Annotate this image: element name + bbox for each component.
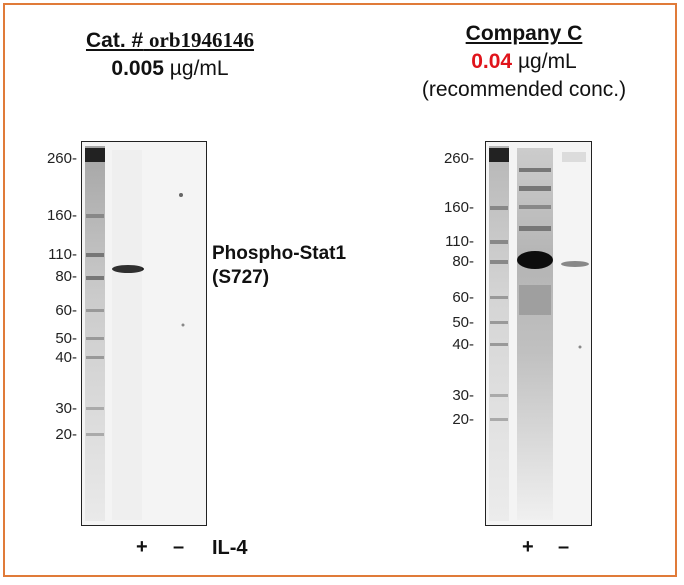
- right-mw-110: 110-: [445, 233, 474, 250]
- right-plus-main-band: [517, 251, 553, 269]
- left-title: Cat. # orb1946146: [40, 26, 300, 55]
- right-mw-260: 260-: [443, 150, 474, 167]
- left-ladder-band: [86, 337, 104, 340]
- right-ladder-band-top: [489, 148, 509, 162]
- right-title: Company C: [465, 22, 583, 45]
- right-minus-top: [562, 152, 586, 162]
- right-concentration: 0.04 µg/mL: [384, 48, 664, 76]
- left-ladder-band: [86, 433, 104, 436]
- target-line-2: (S727): [212, 267, 270, 288]
- left-ladder-band: [86, 214, 104, 218]
- right-plus-band: [519, 186, 551, 191]
- right-mw-40: 40-: [452, 336, 474, 353]
- right-ladder-band: [490, 343, 508, 346]
- left-mw-20: 20-: [55, 426, 77, 443]
- right-mw-20: 20-: [452, 411, 474, 428]
- left-mw-110: 110-: [48, 246, 77, 263]
- treatment-label: IL-4: [212, 537, 248, 559]
- left-lane-minus: –: [173, 536, 185, 558]
- left-ladder-band: [86, 276, 104, 280]
- right-header: Company C 0.04 µg/mL (recommended conc.): [384, 20, 664, 104]
- left-mw-80: 80-: [55, 268, 77, 285]
- right-mw-60: 60-: [452, 289, 474, 306]
- left-header: Cat. # orb1946146 0.005 µg/mL: [40, 26, 300, 83]
- right-conc-unit: µg/mL: [517, 50, 577, 73]
- right-plus-band: [519, 168, 551, 172]
- left-conc-value: 0.005: [111, 57, 164, 80]
- right-plus-band: [519, 205, 551, 209]
- left-mw-160: 160-: [46, 207, 77, 224]
- right-mw-80: 80-: [452, 253, 474, 270]
- left-ladder-band: [86, 356, 104, 359]
- speck: [179, 193, 183, 197]
- right-plus-smear: [517, 148, 553, 520]
- left-mw-40: 40-: [55, 349, 77, 366]
- right-mw-50: 50-: [452, 314, 474, 331]
- left-ladder-band: [86, 309, 104, 312]
- right-ladder-band: [490, 296, 508, 299]
- left-conc-unit: µg/mL: [169, 57, 229, 80]
- left-mw-50: 50-: [55, 330, 77, 347]
- right-note: (recommended conc.): [421, 78, 627, 101]
- left-lane-plus: +: [136, 536, 148, 558]
- left-plus-band: [112, 265, 144, 273]
- left-title-prefix: Cat. #: [85, 29, 144, 52]
- left-title-catalog: orb1946146: [149, 28, 255, 52]
- left-mw-260: 260-: [46, 150, 77, 167]
- right-mw-160: 160-: [443, 199, 474, 216]
- right-lane-plus: +: [522, 536, 534, 558]
- left-ladder-band: [86, 407, 104, 410]
- right-ladder-band: [490, 260, 508, 264]
- target-label: Phospho-Stat1 (S727): [212, 242, 346, 290]
- right-plus-smear-low: [519, 285, 551, 315]
- right-ladder-band: [490, 206, 508, 210]
- target-line-1: Phospho-Stat1: [212, 243, 347, 264]
- right-ladder-lane: [489, 146, 509, 521]
- right-ladder-band: [490, 240, 508, 244]
- right-lane-minus: –: [558, 536, 570, 558]
- left-mw-60: 60-: [55, 302, 77, 319]
- right-conc-value: 0.04: [471, 50, 513, 73]
- left-ladder-band-top: [85, 148, 105, 162]
- left-mw-30: 30-: [55, 400, 77, 417]
- right-minus-band: [561, 261, 589, 267]
- left-plus-lane: [112, 150, 142, 520]
- left-ladder-band: [86, 253, 104, 257]
- left-concentration: 0.005 µg/mL: [40, 55, 300, 83]
- speck: [181, 323, 185, 327]
- right-mw-30: 30-: [452, 387, 474, 404]
- right-ladder-band: [490, 394, 508, 397]
- speck: [578, 345, 582, 349]
- right-ladder-band: [490, 321, 508, 324]
- left-ladder-lane: [85, 146, 105, 521]
- right-plus-band: [519, 226, 551, 231]
- right-ladder-band: [490, 418, 508, 421]
- figure-frame: [3, 3, 677, 577]
